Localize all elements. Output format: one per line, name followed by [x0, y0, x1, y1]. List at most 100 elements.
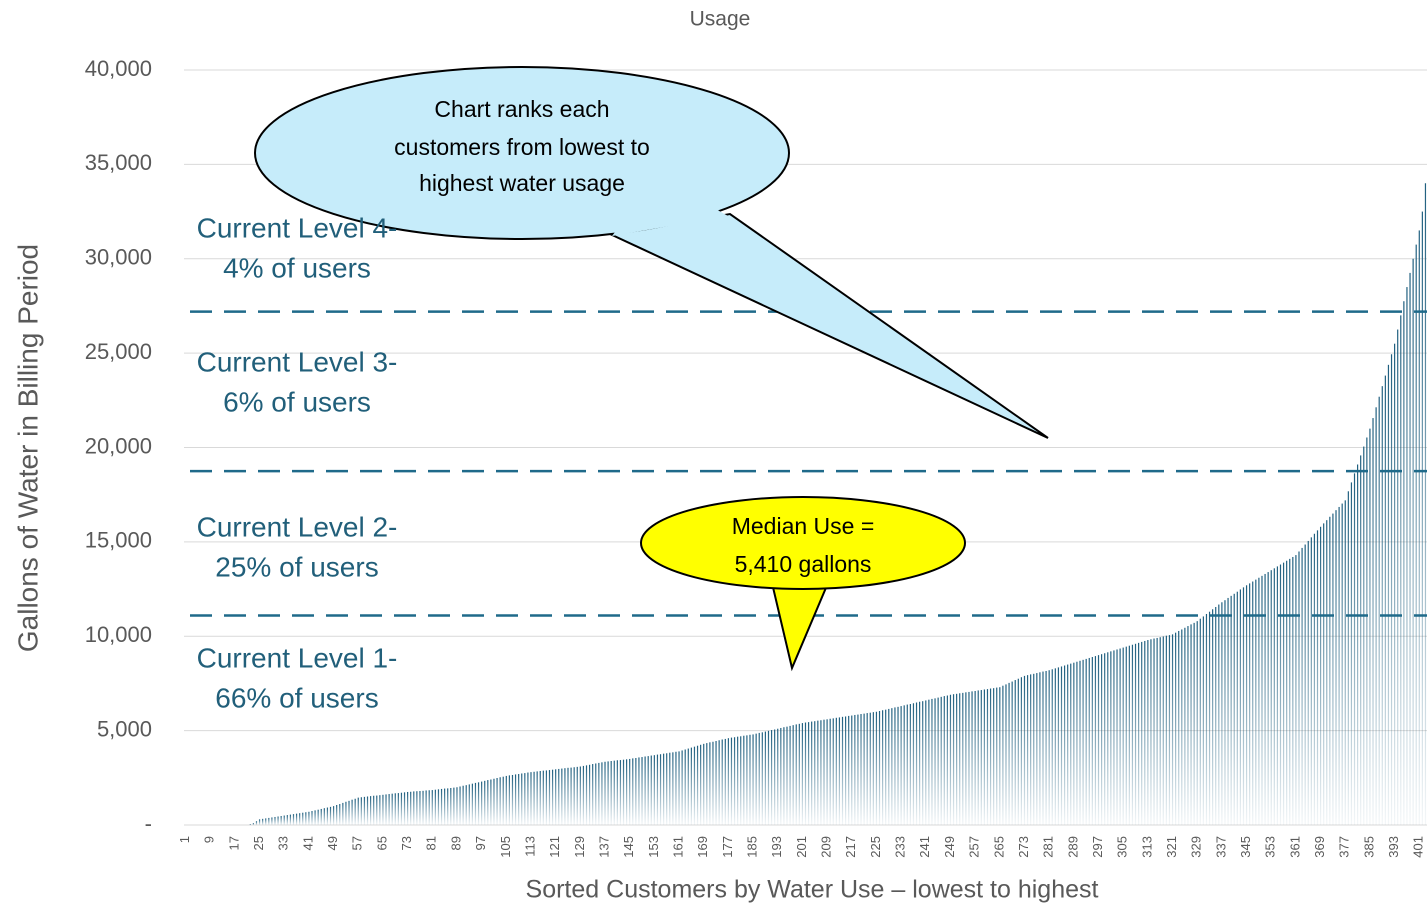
bar	[576, 766, 578, 825]
x-tick-label: 361	[1287, 836, 1302, 858]
bar	[1360, 455, 1362, 825]
bar	[558, 768, 560, 825]
bar	[339, 804, 341, 825]
bar	[1316, 530, 1319, 825]
bar	[598, 762, 600, 825]
bar	[314, 810, 316, 825]
callout-text: highest water usage	[419, 170, 625, 196]
bar	[1134, 643, 1137, 825]
texts: Usage Sorted Customers by Water Use – lo…	[12, 8, 1425, 904]
bar	[320, 808, 322, 825]
bar	[909, 704, 911, 825]
bar	[289, 814, 292, 825]
x-tick-label: 201	[794, 836, 809, 858]
bar	[730, 737, 733, 825]
x-tick-label: 337	[1213, 836, 1228, 858]
bar	[1196, 621, 1198, 825]
bar	[894, 707, 896, 825]
callout-text: customers from lowest to	[394, 134, 650, 160]
x-axis-title: Sorted Customers by Water Use – lowest t…	[526, 876, 1099, 904]
x-tick-label: 145	[621, 836, 636, 858]
bar	[690, 747, 692, 825]
bar	[391, 793, 393, 825]
bar	[1230, 595, 1232, 825]
bar	[1353, 473, 1356, 825]
bar	[1030, 674, 1032, 825]
bar	[1255, 579, 1257, 825]
bar	[311, 811, 313, 825]
bar	[1144, 640, 1146, 825]
bar	[980, 690, 982, 825]
callout-text: Chart ranks each	[434, 96, 609, 122]
bar	[613, 760, 615, 825]
bar	[1313, 533, 1316, 825]
bar	[1292, 556, 1294, 825]
bar	[974, 690, 976, 825]
x-tick-label: 297	[1090, 836, 1105, 858]
bar	[937, 697, 939, 825]
x-tick-label: 1	[177, 836, 192, 843]
bar	[1227, 597, 1229, 825]
bar	[1421, 211, 1423, 825]
bar	[1147, 640, 1149, 825]
bar	[922, 701, 924, 825]
bar	[733, 737, 736, 825]
x-tick-label: 129	[572, 836, 587, 858]
x-tick-label: 257	[967, 836, 982, 858]
bar	[1224, 600, 1226, 825]
bar	[814, 721, 816, 825]
bar	[656, 754, 659, 825]
bar	[1397, 329, 1399, 825]
bar	[567, 767, 569, 825]
bar	[838, 717, 841, 825]
bar	[363, 796, 366, 825]
bar	[931, 698, 933, 825]
callout-bubble	[254, 66, 790, 240]
bar	[570, 767, 572, 825]
y-tick-label: 10,000	[85, 622, 152, 647]
bar	[425, 790, 427, 825]
bar	[1042, 671, 1044, 825]
bar	[783, 727, 785, 825]
bar	[681, 750, 683, 825]
bar	[585, 765, 588, 825]
callout-tail	[606, 212, 1049, 439]
bar	[397, 793, 399, 825]
bar	[956, 693, 958, 825]
bar	[1372, 418, 1374, 825]
bar	[635, 757, 637, 825]
bar	[490, 779, 492, 825]
bar	[616, 760, 618, 825]
bar	[663, 753, 665, 825]
bar	[539, 771, 541, 825]
bar	[1088, 657, 1090, 825]
bar	[687, 748, 689, 825]
bar	[903, 705, 905, 825]
bar	[801, 723, 804, 825]
bar	[1036, 673, 1038, 825]
bar	[619, 760, 622, 825]
level-label: Current Level 2-	[197, 511, 398, 542]
bar	[860, 714, 862, 825]
bar	[1190, 624, 1192, 825]
bar	[1113, 650, 1115, 825]
bar	[255, 821, 258, 825]
bar	[332, 806, 335, 825]
bar	[601, 762, 603, 825]
x-tick-label: 41	[300, 836, 315, 850]
bar	[807, 722, 810, 825]
bar	[413, 791, 415, 825]
bar	[508, 775, 511, 825]
x-tick-label: 25	[251, 836, 266, 850]
bar	[1039, 672, 1041, 825]
bar	[1218, 604, 1220, 825]
bar	[373, 795, 375, 825]
bar	[394, 793, 396, 825]
x-tick-label: 177	[720, 836, 735, 858]
bar	[1141, 641, 1143, 825]
bar	[811, 721, 813, 825]
x-tick-label: 353	[1263, 836, 1278, 858]
x-tick-label: 321	[1164, 836, 1179, 858]
bar	[521, 773, 523, 825]
bar	[410, 791, 412, 825]
